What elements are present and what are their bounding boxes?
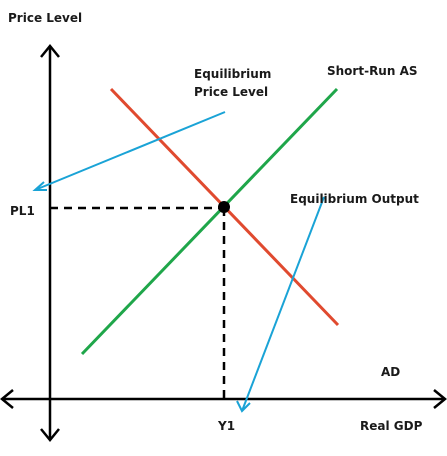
y-axis-arrow-bottom (40, 428, 60, 442)
eq-price-label-line2: Price Level (194, 85, 268, 99)
x-axis-arrow-right (433, 389, 447, 409)
sras-label: Short-Run AS (327, 64, 418, 78)
eq-output-pointer (236, 196, 325, 413)
y1-label: Y1 (217, 419, 235, 433)
x-axis-label: Real GDP (360, 419, 423, 433)
eq-price-label-line1: Equilibrium (194, 67, 271, 81)
eq-output-label: Equilibrium Output (290, 192, 419, 206)
axes (0, 44, 447, 442)
pl1-label: PL1 (10, 204, 35, 218)
equilibrium-point (218, 201, 230, 213)
x-axis-arrow-left (0, 389, 14, 409)
sras-curve (80, 87, 339, 356)
y-axis-arrow-top (40, 44, 60, 58)
y-axis-label: Price Level (8, 11, 82, 25)
eq-price-pointer (32, 111, 226, 191)
ad-label: AD (381, 365, 400, 379)
